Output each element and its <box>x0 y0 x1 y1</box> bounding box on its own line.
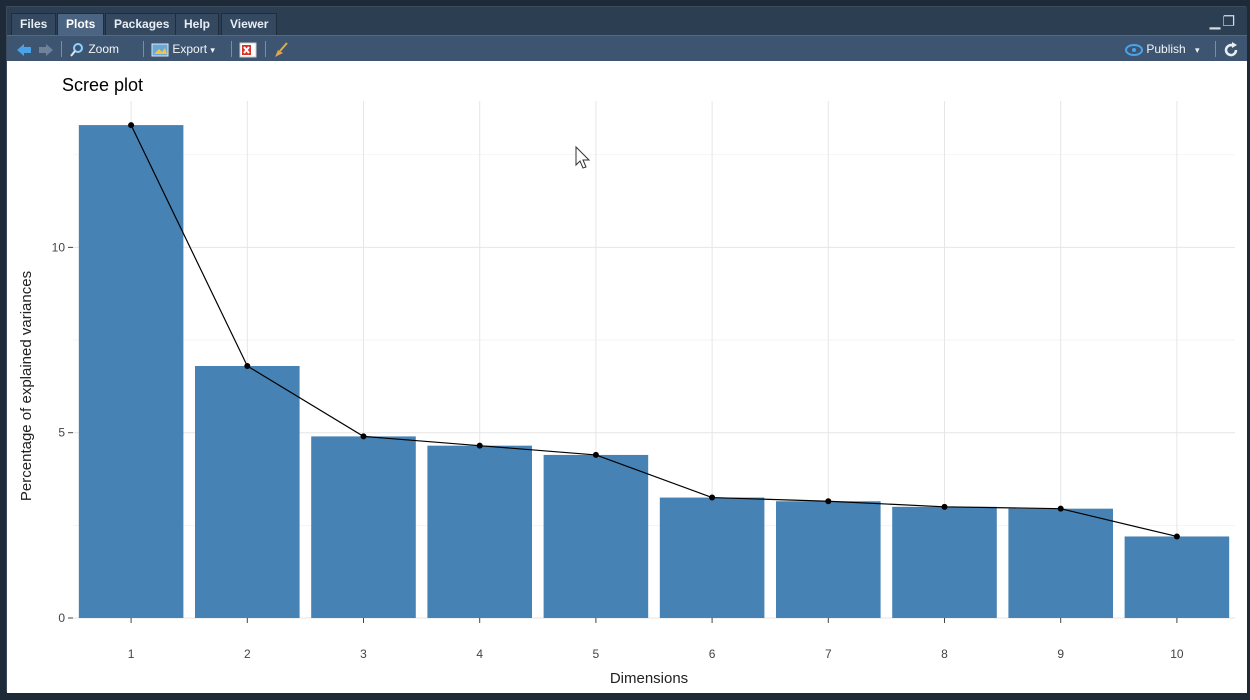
tab-files-label: Files <box>20 17 48 31</box>
x-tick-label: 3 <box>360 647 367 661</box>
plots-pane: Files Plots Packages Help Viewer ▁❐ Zoom… <box>6 6 1247 693</box>
toolbar-separator <box>1215 41 1216 57</box>
variance-point <box>244 362 251 369</box>
variance-point <box>476 442 483 449</box>
chart-bar <box>1124 536 1230 618</box>
refresh-button[interactable] <box>1223 39 1239 59</box>
remove-plot-button[interactable] <box>239 39 257 59</box>
chart-bar <box>311 436 416 618</box>
zoom-magnifier-icon <box>69 42 85 57</box>
tab-viewer-label: Viewer <box>230 17 269 31</box>
back-arrow-icon[interactable] <box>15 39 33 59</box>
x-axis-label: Dimensions <box>610 670 688 687</box>
chart-title: Scree plot <box>62 75 143 95</box>
scree-plot-chart: 0 5 10 1 2 3 4 5 6 7 8 9 10 Scree plot Dimensions P… <box>18 75 1235 687</box>
tab-help[interactable]: Help <box>175 13 220 35</box>
x-tick-label: 2 <box>244 647 251 661</box>
remove-plot-icon <box>239 42 257 58</box>
chart-bar <box>776 501 881 618</box>
toolbar-separator <box>143 41 144 57</box>
variance-point <box>941 503 948 510</box>
minimize-icon[interactable]: ▁ <box>1209 13 1223 29</box>
plot-area: 0 5 10 1 2 3 4 5 6 7 8 9 10 Scree plot Dimensions P… <box>7 61 1247 693</box>
chart-bar <box>78 125 184 619</box>
toolbar-separator <box>231 41 232 57</box>
variance-point <box>592 451 599 458</box>
zoom-label: Zoom <box>88 42 120 56</box>
maximize-icon[interactable]: ❐ <box>1222 13 1237 29</box>
x-tick-label: 5 <box>593 647 600 661</box>
tab-plots[interactable]: Plots <box>57 13 105 35</box>
export-label: Export <box>172 42 208 56</box>
variance-point <box>128 122 135 129</box>
tab-files[interactable]: Files <box>11 13 57 35</box>
publish-button[interactable]: Publish ▾ <box>1125 39 1200 59</box>
y-tick-label: 5 <box>58 426 65 440</box>
zoom-button[interactable]: Zoom <box>69 39 119 59</box>
y-axis-label: Percentage of explained variances <box>18 271 35 501</box>
chart-bars <box>78 125 1230 619</box>
y-tick-label: 0 <box>58 611 65 625</box>
forward-arrow-icon[interactable] <box>37 39 55 59</box>
variance-point <box>1057 505 1064 512</box>
refresh-icon <box>1223 41 1239 57</box>
chart-bar <box>195 365 300 618</box>
toolbar-separator <box>61 41 62 57</box>
chart-bar <box>1008 508 1113 618</box>
chart-line <box>128 122 1180 540</box>
plots-toolbar: Zoom Export ▾ Publish ▾ <box>7 35 1247 61</box>
x-tick-label: 8 <box>941 647 948 661</box>
mouse-cursor-icon <box>575 145 591 169</box>
tab-packages[interactable]: Packages <box>105 13 179 35</box>
chart-bar <box>427 445 532 618</box>
export-button[interactable]: Export ▾ <box>151 39 215 59</box>
y-axis-ticks: 0 5 10 <box>52 240 73 625</box>
x-tick-label: 10 <box>1170 647 1184 661</box>
x-axis-ticks: 1 2 3 4 5 6 7 8 9 10 <box>128 618 1184 661</box>
tab-viewer[interactable]: Viewer <box>221 13 278 35</box>
tab-help-label: Help <box>184 17 211 31</box>
toolbar-separator <box>265 41 266 57</box>
dropdown-caret-icon: ▾ <box>210 45 215 55</box>
variance-point <box>360 433 367 440</box>
variance-point <box>709 494 716 501</box>
variance-point <box>1173 533 1180 540</box>
tab-plots-label: Plots <box>66 17 96 31</box>
x-tick-label: 6 <box>709 647 716 661</box>
chart-bar <box>659 497 765 618</box>
variance-line <box>130 124 1178 538</box>
pane-window-controls: ▁❐ <box>1210 13 1237 30</box>
chart-bar <box>543 454 649 618</box>
pane-tab-bar: Files Plots Packages Help Viewer ▁❐ <box>7 7 1247 35</box>
publish-label: Publish <box>1146 42 1186 56</box>
export-image-icon <box>151 42 169 57</box>
x-tick-label: 9 <box>1057 647 1064 661</box>
variance-point <box>825 498 832 505</box>
publish-icon <box>1125 42 1143 56</box>
x-tick-label: 1 <box>128 647 135 661</box>
chart-bar <box>892 506 997 618</box>
x-tick-label: 4 <box>476 647 483 661</box>
tab-packages-label: Packages <box>114 17 170 31</box>
y-tick-label: 10 <box>52 240 66 254</box>
x-tick-label: 7 <box>825 647 832 661</box>
broom-icon <box>273 42 289 57</box>
clear-all-button[interactable] <box>273 39 289 59</box>
dropdown-caret-icon: ▾ <box>1195 45 1200 55</box>
